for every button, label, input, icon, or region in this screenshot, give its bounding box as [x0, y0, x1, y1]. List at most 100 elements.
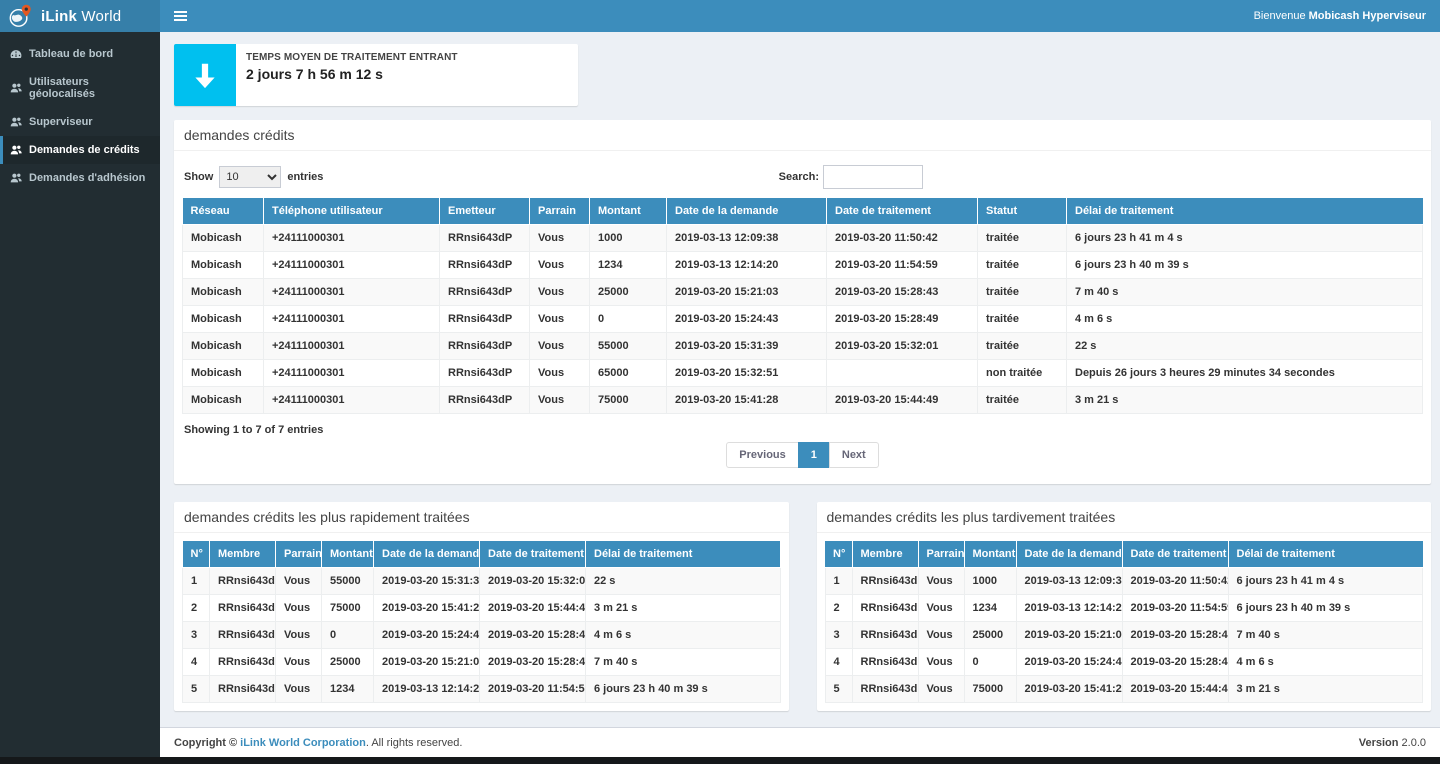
table-cell: RRnsi643dP	[210, 649, 276, 676]
sidebar-toggle-button[interactable]	[160, 0, 200, 32]
table-cell: 3	[825, 622, 852, 649]
table-cell: +24111000301	[264, 387, 440, 414]
page-length-control: Show 10 entries	[184, 166, 323, 188]
credits-table-body: Mobicash+24111000301RRnsi643dPVous100020…	[183, 225, 1423, 414]
column-header[interactable]: Téléphone utilisateur	[264, 198, 440, 225]
navbar: Bienvenue Mobicash Hyperviseur	[160, 0, 1440, 32]
pagination-previous-button[interactable]: Previous	[726, 442, 798, 468]
table-cell: 55000	[590, 333, 667, 360]
column-header[interactable]: Emetteur	[440, 198, 530, 225]
fastest-panel-body: N°MembreParrainMontantDate de la demande…	[174, 533, 789, 711]
column-header: Membre	[210, 541, 276, 568]
column-header: Date de traitement	[480, 541, 586, 568]
sidebar-item-tableau-de-bord[interactable]: Tableau de bord	[0, 40, 160, 68]
table-cell: +24111000301	[264, 252, 440, 279]
table-cell: 2019-03-20 15:31:39	[374, 568, 480, 595]
table-cell: RRnsi643dP	[852, 676, 918, 703]
pagination-page-1-button[interactable]: 1	[798, 442, 830, 468]
table-cell: 2019-03-13 12:14:20	[1016, 595, 1122, 622]
table-cell: 3 m 21 s	[1067, 387, 1423, 414]
column-header[interactable]: Délai de traitement	[1067, 198, 1423, 225]
table-cell: 2019-03-20 15:41:28	[374, 595, 480, 622]
table-cell: 2019-03-20 11:54:59	[827, 252, 978, 279]
column-header[interactable]: Réseau	[183, 198, 264, 225]
table-cell: RRnsi643dP	[440, 360, 530, 387]
sidebar-item-label: Tableau de bord	[29, 48, 113, 60]
page-length-select[interactable]: 10	[219, 166, 281, 188]
search-label: Search:	[779, 171, 819, 183]
table-cell: 2019-03-20 15:21:03	[374, 649, 480, 676]
header-row: N°MembreParrainMontantDate de la demande…	[825, 541, 1423, 568]
table-cell: +24111000301	[264, 225, 440, 252]
search-input[interactable]	[823, 165, 923, 189]
sidebar-item-label: Demandes de crédits	[29, 144, 140, 156]
users-icon	[10, 116, 22, 128]
table-cell: 2019-03-20 15:31:39	[667, 333, 827, 360]
sidebar-item-label: Superviseur	[29, 116, 93, 128]
table-row: Mobicash+24111000301RRnsi643dPVous750002…	[183, 387, 1423, 414]
column-header[interactable]: Statut	[978, 198, 1067, 225]
sidebar-item-demandes-adhesion[interactable]: Demandes d'adhésion	[0, 164, 160, 192]
table-cell: traitée	[978, 387, 1067, 414]
latest-panel: demandes crédits les plus tardivement tr…	[817, 502, 1432, 711]
table-row: 4RRnsi643dPVous250002019-03-20 15:21:032…	[183, 649, 781, 676]
credits-panel-title: demandes crédits	[174, 120, 1431, 151]
stat-body: TEMPS MOYEN DE TRAITEMENT ENTRANT 2 jour…	[236, 44, 468, 106]
table-row: 2RRnsi643dPVous750002019-03-20 15:41:282…	[183, 595, 781, 622]
sidebar-item-superviseur[interactable]: Superviseur	[0, 108, 160, 136]
footer-company-link[interactable]: iLink World Corporation	[240, 737, 366, 749]
table-cell: 6 jours 23 h 40 m 39 s	[1228, 595, 1423, 622]
table-cell: 2019-03-20 15:24:43	[374, 622, 480, 649]
table-cell: RRnsi643dP	[852, 622, 918, 649]
table-cell: Vous	[276, 622, 322, 649]
table-cell: 2	[183, 595, 210, 622]
table-cell: 2019-03-20 15:32:01	[827, 333, 978, 360]
table-cell: +24111000301	[264, 306, 440, 333]
table-cell: RRnsi643dP	[440, 387, 530, 414]
pagination-next-button[interactable]: Next	[829, 442, 879, 468]
table-row: Mobicash+24111000301RRnsi643dPVous650002…	[183, 360, 1423, 387]
table-cell: 1234	[322, 676, 374, 703]
table-cell: 2019-03-13 12:14:20	[667, 252, 827, 279]
table-cell: RRnsi643dP	[440, 225, 530, 252]
main-content: TEMPS MOYEN DE TRAITEMENT ENTRANT 2 jour…	[160, 32, 1440, 727]
table-cell: 3 m 21 s	[586, 595, 781, 622]
table-cell: RRnsi643dP	[440, 279, 530, 306]
table-cell: 22 s	[1067, 333, 1423, 360]
table-cell: 2019-03-20 15:44:49	[1122, 676, 1228, 703]
column-header[interactable]: Date de la demande	[667, 198, 827, 225]
table-cell: Vous	[918, 595, 964, 622]
column-header[interactable]: Montant	[590, 198, 667, 225]
table-cell: 5	[183, 676, 210, 703]
table-cell: traitée	[978, 306, 1067, 333]
header-row: N°MembreParrainMontantDate de la demande…	[183, 541, 781, 568]
brand-bold: iLink	[41, 8, 77, 25]
users-icon	[10, 144, 22, 156]
table-cell: 2019-03-20 15:24:43	[667, 306, 827, 333]
table-cell: 0	[322, 622, 374, 649]
table-row: 1RRnsi643dPVous550002019-03-20 15:31:392…	[183, 568, 781, 595]
table-cell: 5	[825, 676, 852, 703]
table-cell: 3	[183, 622, 210, 649]
table-cell: 0	[964, 649, 1016, 676]
table-cell: 4	[825, 649, 852, 676]
table-row: Mobicash+24111000301RRnsi643dPVous02019-…	[183, 306, 1423, 333]
column-header: Parrain	[276, 541, 322, 568]
table-cell: RRnsi643dP	[210, 595, 276, 622]
app-logo[interactable]: iLink World	[0, 0, 160, 32]
sidebar-item-utilisateurs-geolocalises[interactable]: Utilisateurs géolocalisés	[0, 68, 160, 108]
table-cell: 2	[825, 595, 852, 622]
table-cell: 2019-03-20 15:24:43	[1016, 649, 1122, 676]
column-header[interactable]: Parrain	[530, 198, 590, 225]
table-cell: 75000	[964, 676, 1016, 703]
table-cell: Vous	[530, 306, 590, 333]
table-cell: RRnsi643dP	[210, 568, 276, 595]
table-cell: Mobicash	[183, 279, 264, 306]
column-header[interactable]: Date de traitement	[827, 198, 978, 225]
table-cell: +24111000301	[264, 279, 440, 306]
table-cell: 1234	[964, 595, 1016, 622]
sidebar-item-demandes-de-credits[interactable]: Demandes de crédits	[0, 136, 160, 164]
table-cell: 2019-03-20 11:54:59	[480, 676, 586, 703]
credits-panel-body: Show 10 entries Search: RéseauTéléphone …	[174, 151, 1431, 484]
table-cell: 7 m 40 s	[586, 649, 781, 676]
